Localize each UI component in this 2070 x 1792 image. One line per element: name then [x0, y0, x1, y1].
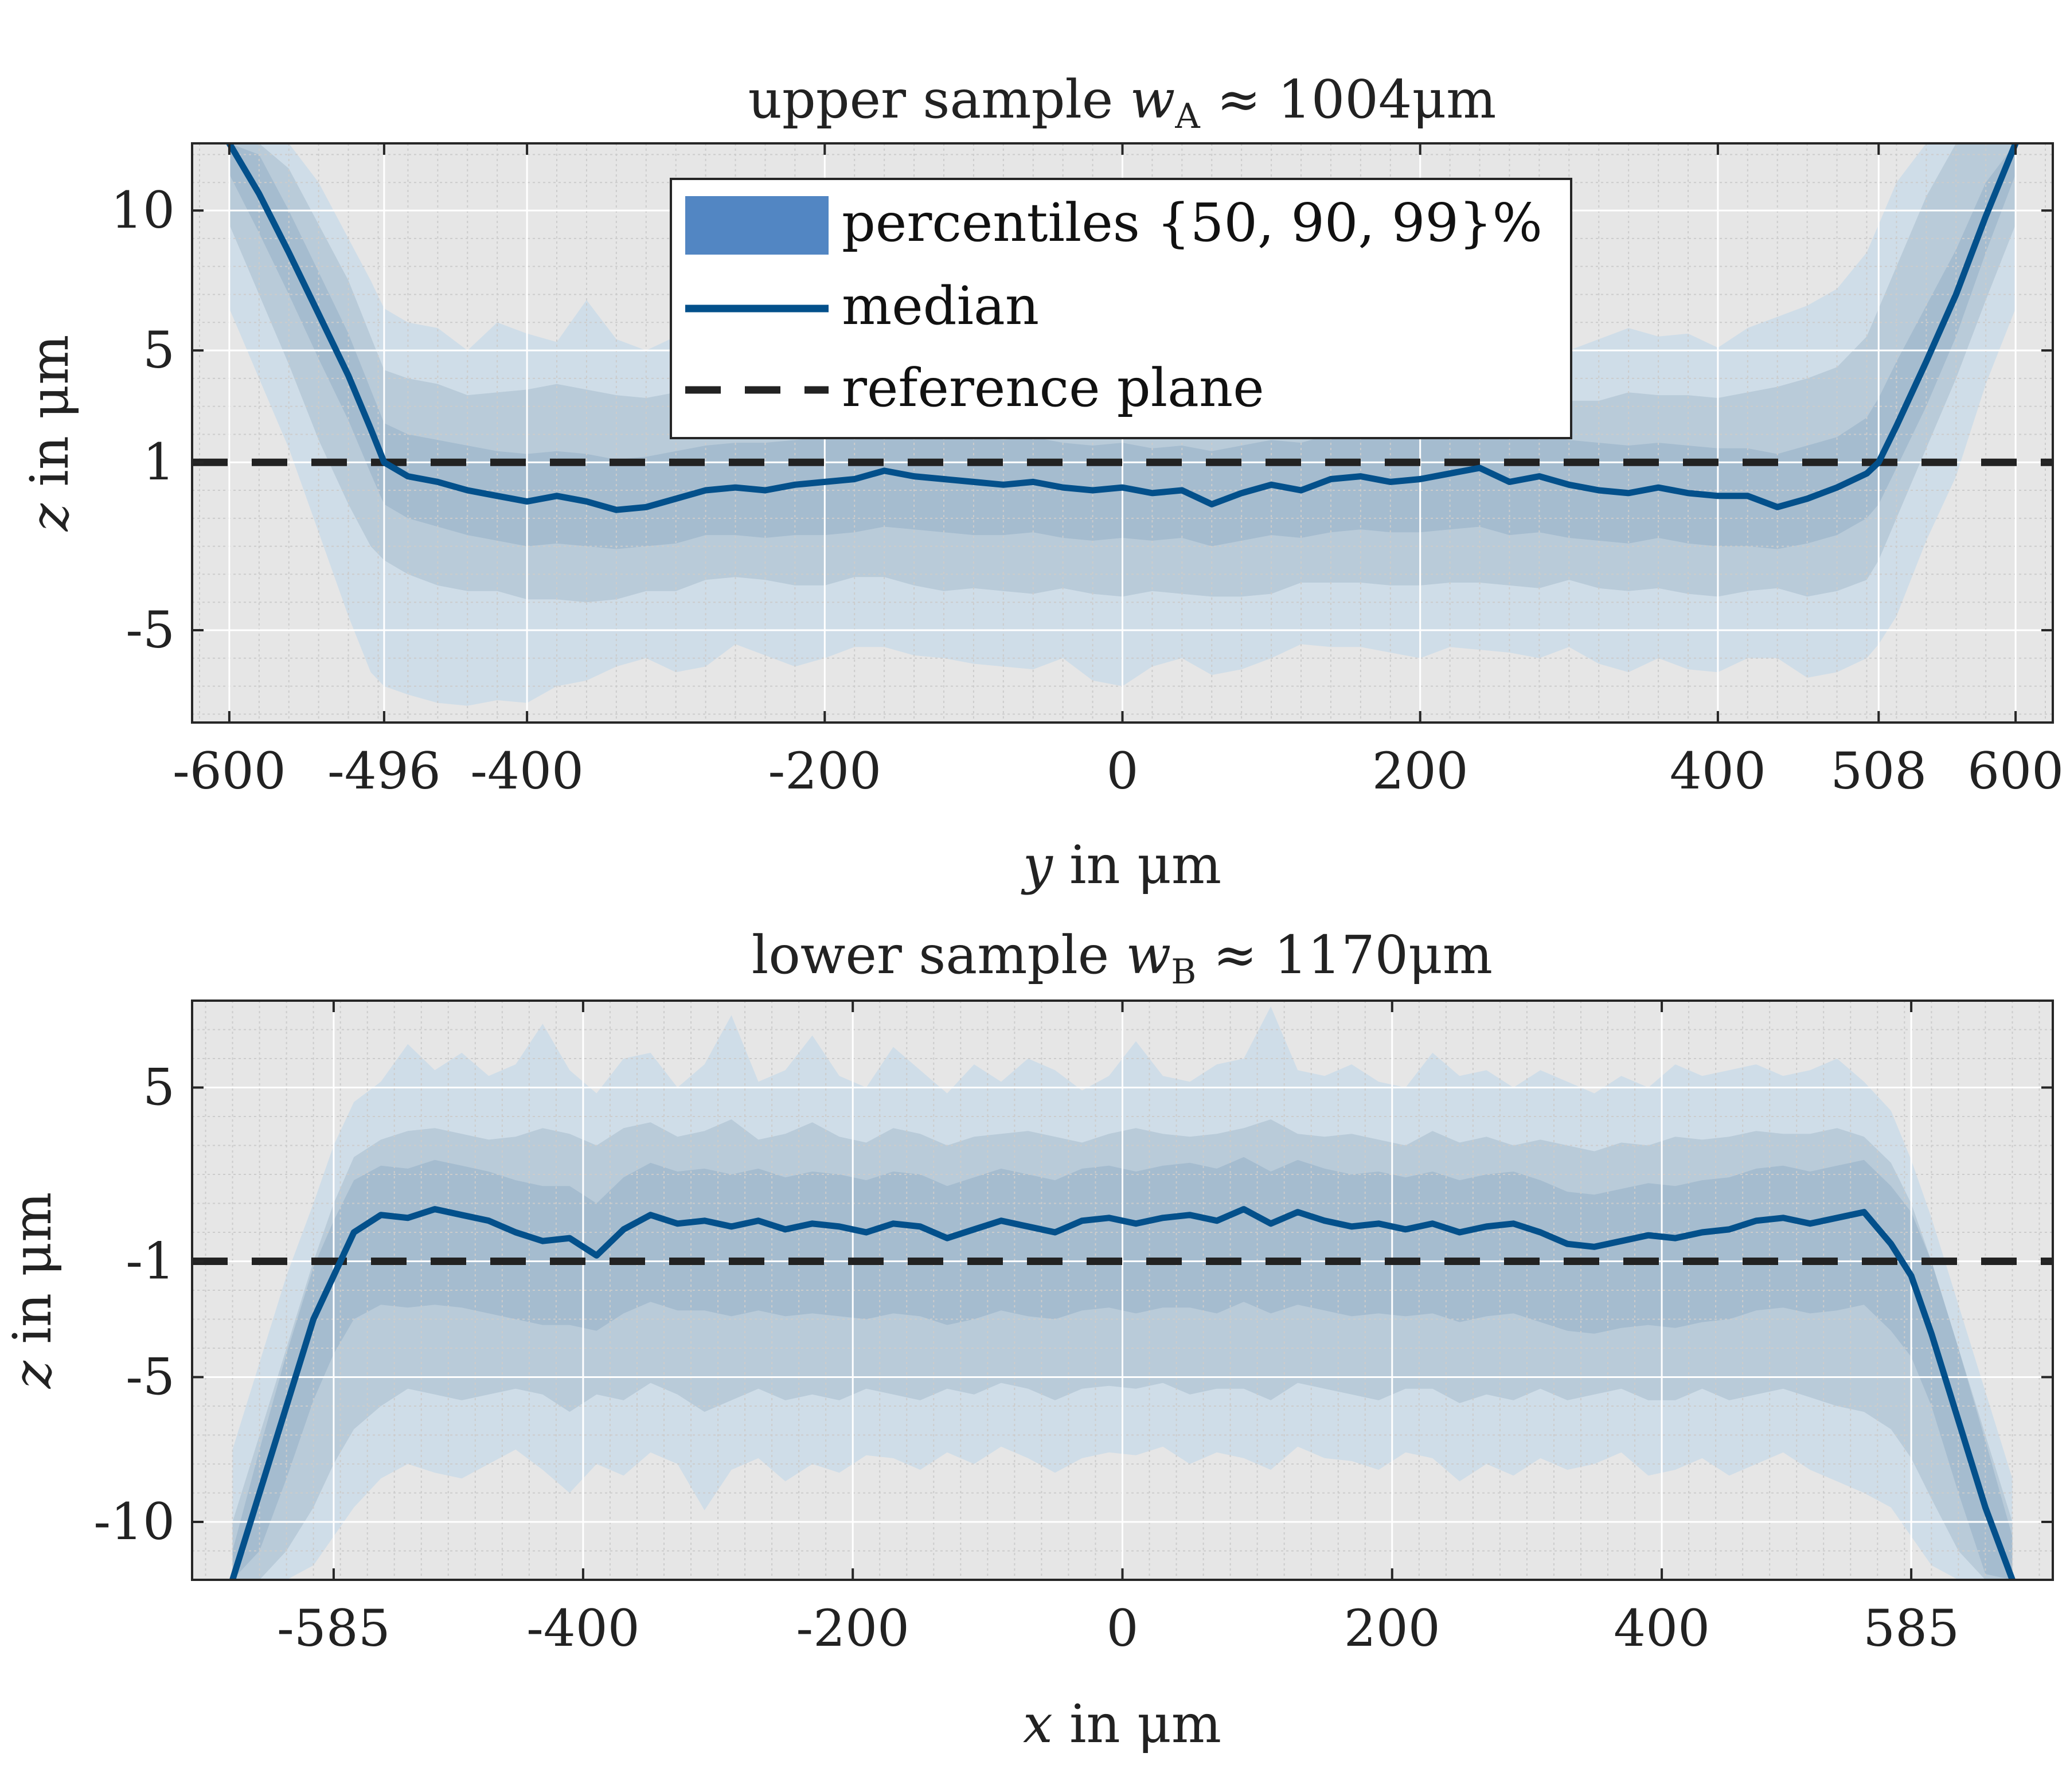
lower-x-tick-label: 400: [1614, 1599, 1710, 1658]
upper-x-tick-label: 200: [1372, 741, 1468, 801]
lower-grid: [192, 1001, 2053, 1580]
upper-x-ticks: -600 -496 -400 -200 0 200 400 508 600: [173, 143, 2064, 801]
upper-x-tick-label: -200: [768, 741, 881, 801]
upper-median-polyline: [226, 143, 2019, 513]
lower-y-ticks: -10 -5 -1 5: [93, 1058, 2053, 1551]
lower-y-tick-label: -1: [126, 1232, 175, 1291]
upper-y-tick-label: 1: [143, 432, 175, 491]
upper-title: upper sample wA ≈ 1004μm: [748, 69, 1497, 136]
lower-y-tick-label: -10: [93, 1492, 175, 1551]
upper-y-tick-label: 5: [143, 321, 175, 380]
upper-y-label: z in μm: [19, 335, 80, 532]
upper-x-tick-label: 0: [1107, 741, 1139, 801]
upper-x-label: y in μm: [1021, 834, 1221, 896]
legend-percentiles-label: percentiles {50, 90, 99}%: [842, 192, 1542, 253]
upper-y-ticks: -5 1 5 10: [111, 181, 2053, 659]
upper-band-50pct: [229, 143, 2016, 549]
upper-x-tick-label: 400: [1670, 741, 1766, 801]
legend: percentiles {50, 90, 99}% median referen…: [670, 178, 1572, 439]
lower-panel: lower sample wB ≈ 1170μm -585 -400 -200 0 20…: [2, 924, 2054, 1755]
upper-y-tick-label: -5: [126, 600, 175, 659]
upper-x-tick-label: 508: [1830, 741, 1927, 801]
upper-panel: upper sample wA ≈ 1004μm -600 -496 -400 -20…: [19, 69, 2064, 896]
lower-median-polyline: [229, 1206, 2016, 1580]
lower-x-ticks: -585 -400 -200 0 200 400 585: [277, 1001, 1959, 1658]
lower-x-tick-label: -585: [277, 1599, 390, 1658]
lower-y-label: z in μm: [2, 1192, 63, 1389]
upper-x-tick-label: -600: [173, 741, 286, 801]
lower-x-tick-label: 0: [1107, 1599, 1139, 1658]
upper-y-tick-label: 10: [111, 181, 175, 240]
upper-x-tick-label: -400: [470, 741, 584, 801]
legend-percentiles-swatch: [685, 196, 829, 255]
lower-x-label: x in μm: [1023, 1693, 1221, 1755]
lower-x-tick-label: 585: [1863, 1599, 1959, 1658]
lower-median-line: [229, 1206, 2016, 1580]
lower-y-tick-label: 5: [143, 1058, 175, 1117]
upper-x-tick-label: -496: [327, 741, 441, 801]
upper-median-line: [226, 143, 2019, 513]
lower-y-tick-label: -5: [126, 1348, 175, 1407]
upper-x-tick-label: 600: [1967, 741, 2064, 801]
legend-reference-label: reference plane: [842, 357, 1264, 419]
lower-title: lower sample wB ≈ 1170μm: [752, 924, 1493, 992]
lower-x-tick-label: -200: [796, 1599, 909, 1658]
lower-x-tick-label: -400: [526, 1599, 640, 1658]
legend-median-label: median: [842, 275, 1039, 337]
lower-x-tick-label: 200: [1344, 1599, 1440, 1658]
